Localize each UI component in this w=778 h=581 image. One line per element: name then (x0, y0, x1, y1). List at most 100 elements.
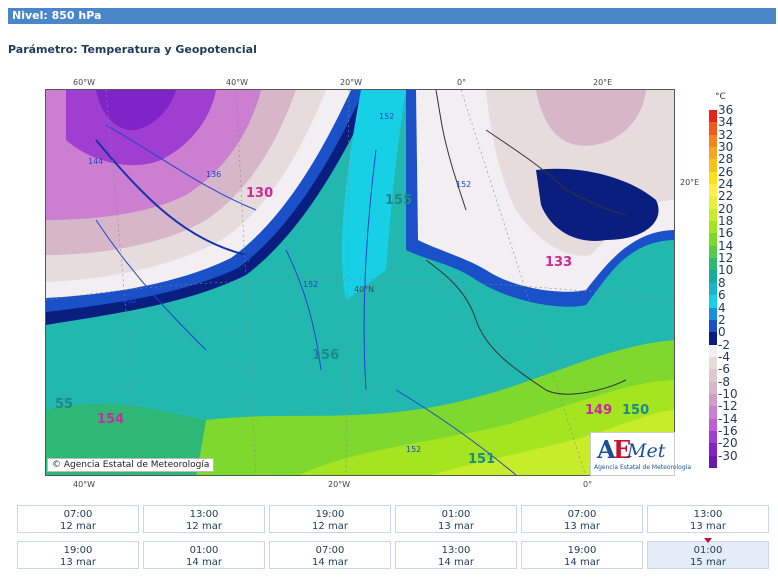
timestep-button[interactable]: 01:00 14 mar (143, 541, 265, 569)
timestep-date: 14 mar (564, 557, 600, 568)
legend-label: 12 (718, 251, 734, 266)
timestep-time: 01:00 (189, 545, 219, 556)
timestep-time: 19:00 (63, 545, 93, 556)
timestep-button[interactable]: 01:00 13 mar (395, 505, 517, 533)
timestep-button[interactable]: 07:00 13 mar (521, 505, 643, 533)
timestep-date: 14 mar (186, 557, 222, 568)
coord-top-60w: 60°W (73, 78, 96, 87)
legend-label: -10 (718, 386, 738, 401)
level-header: Nivel: 850 hPa (8, 8, 776, 24)
legend-label: 36 (718, 103, 734, 117)
contour-label: 152 (303, 280, 319, 289)
timestep-date: 13 mar (690, 521, 726, 532)
geopotential-label-149: 149 (585, 403, 613, 418)
timestep-button[interactable]: 13:00 14 mar (395, 541, 517, 569)
contour-label: 152 (379, 112, 395, 121)
logo-subtitle: Agencia Estatal de Meteorología (594, 464, 691, 471)
timestep-date: 14 mar (312, 557, 348, 568)
timestep-time: 01:00 (441, 509, 471, 520)
legend-label: 2 (718, 312, 726, 327)
legend-label: 32 (718, 127, 734, 142)
geopotential-label-133: 133 (545, 255, 573, 270)
legend-swatch (709, 196, 717, 210)
timestep-date: 15 mar (690, 557, 726, 568)
legend-label: 16 (718, 226, 734, 241)
legend-label: 6 (718, 288, 726, 303)
timestep-time: 01:00 (693, 545, 723, 556)
timestep-date: 13 mar (564, 521, 600, 532)
timestep-date: 12 mar (60, 521, 96, 532)
legend-swatch (709, 307, 717, 321)
legend-label: 30 (718, 140, 734, 155)
legend-swatch (709, 171, 717, 185)
legend-label: 0 (718, 325, 726, 340)
legend-swatch (709, 134, 717, 148)
legend-label: -12 (718, 399, 738, 414)
geopotential-label-150: 150 (622, 403, 650, 418)
legend-swatch (709, 430, 717, 444)
legend-swatch (709, 418, 717, 432)
timestep-date: 12 mar (312, 521, 348, 532)
logo-met: Met (627, 440, 666, 462)
logo-letter-e: E (613, 435, 632, 464)
timestep-button[interactable]: 07:00 14 mar (269, 541, 391, 569)
timestep-date: 12 mar (186, 521, 222, 532)
timestep-button[interactable]: 13:00 12 mar (143, 505, 265, 533)
timestep-button[interactable]: 07:00 12 mar (17, 505, 139, 533)
timestep-date: 13 mar (60, 557, 96, 568)
legend-swatch (709, 159, 717, 173)
legend-label: 8 (718, 275, 726, 290)
geopotential-label-130: 130 (246, 186, 274, 201)
legend-label: -6 (718, 362, 730, 377)
contour-label: 152 (122, 296, 138, 305)
legend-swatch (709, 344, 717, 358)
timestep-button[interactable]: 19:00 14 mar (521, 541, 643, 569)
legend-label: 20 (718, 201, 734, 216)
parameter-title: Parámetro: Temperatura y Geopotencial (8, 43, 257, 56)
geopotential-label-156: 156 (312, 348, 340, 363)
timestep-time: 19:00 (315, 509, 345, 520)
coord-bottom-40w: 40°W (73, 480, 96, 489)
timestep-button[interactable]: 19:00 12 mar (269, 505, 391, 533)
coord-right-20e: 20°E (680, 178, 700, 187)
contour-label: 144 (235, 255, 251, 264)
legend-swatch (709, 258, 717, 271)
legend-label: -16 (718, 423, 738, 438)
legend-label: 26 (718, 164, 734, 179)
timestep-time: 13:00 (693, 509, 723, 520)
timestep-time: 19:00 (567, 545, 597, 556)
legend-swatch (709, 208, 717, 222)
weather-map[interactable]: 40°N 130 155 133 156 154 149 150 151 55 … (45, 89, 675, 476)
geopotential-label-55: 55 (55, 397, 74, 412)
legend-label: 34 (718, 115, 734, 130)
legend-swatch (709, 443, 717, 457)
legend-swatch (709, 282, 717, 296)
legend-label: -20 (718, 436, 738, 451)
legend-label: 14 (718, 238, 734, 253)
legend-swatch (709, 295, 717, 309)
legend-swatch (709, 122, 717, 136)
contour-label: 152 (406, 445, 422, 454)
legend-label: -14 (718, 411, 738, 426)
legend-label: -2 (718, 337, 730, 352)
legend-label: 10 (718, 263, 734, 278)
legend-swatch (709, 221, 717, 234)
timestep-time: 07:00 (63, 509, 93, 520)
legend-label: 4 (718, 300, 726, 315)
credit-label: © Agencia Estatal de Meteorología (47, 458, 215, 472)
coord-top-0: 0° (457, 78, 467, 87)
coord-bottom-0: 0° (583, 480, 593, 489)
timestep-button[interactable]: 01:00 15 mar (647, 538, 769, 569)
legend-swatch (709, 270, 717, 284)
logo-letter-a: A (597, 435, 616, 464)
geopotential-label-154: 154 (97, 412, 125, 427)
timestep-time: 07:00 (567, 509, 597, 520)
timestep-button[interactable]: 13:00 13 mar (647, 505, 769, 533)
legend-unit: °C (715, 92, 726, 102)
coord-top-40w: 40°W (226, 78, 249, 87)
coord-interior-40n: 40°N (354, 285, 375, 294)
legend-swatch (709, 147, 717, 160)
legend-swatch (709, 245, 717, 259)
timestep-date: 14 mar (438, 557, 474, 568)
timestep-button[interactable]: 19:00 13 mar (17, 541, 139, 569)
